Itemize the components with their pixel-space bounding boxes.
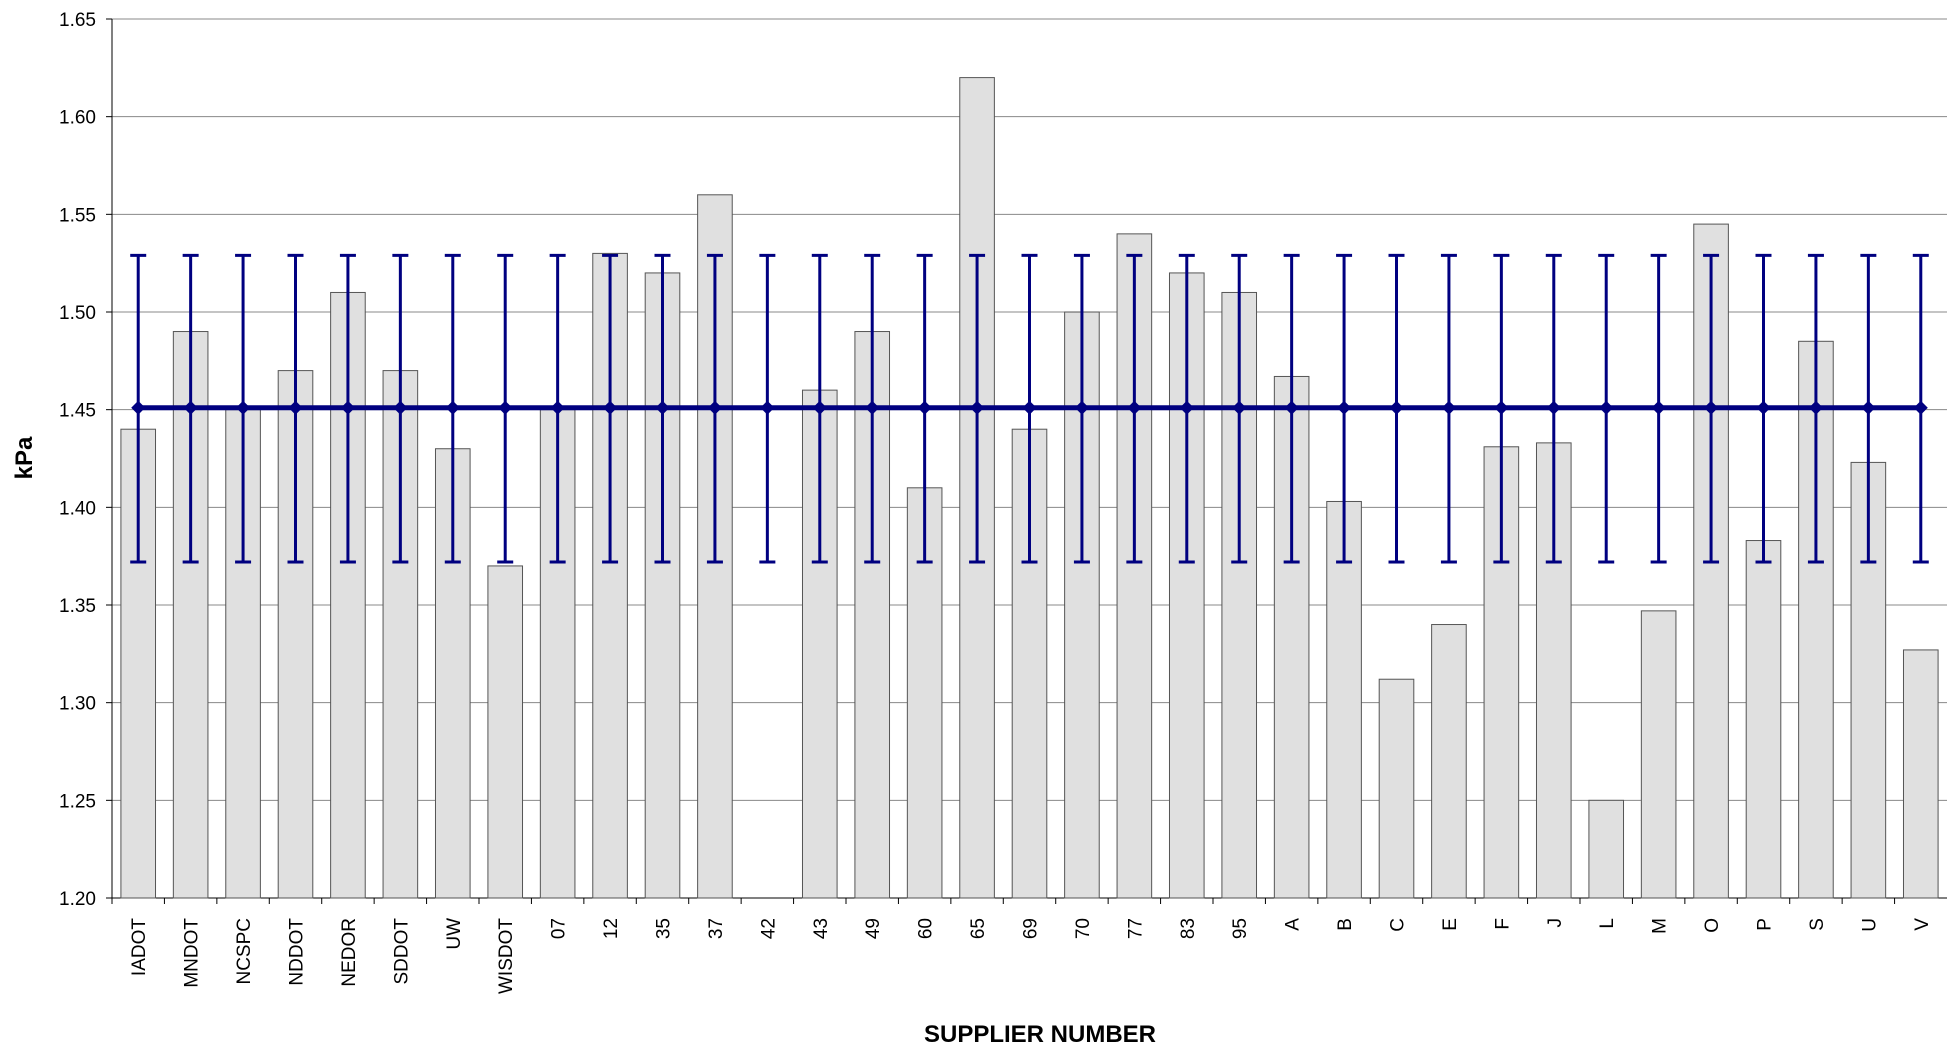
mean-marker — [865, 400, 880, 415]
y-tick-label: 1.35 — [59, 596, 96, 617]
bar — [1431, 624, 1467, 899]
mean-marker — [1494, 400, 1509, 415]
bar — [1640, 610, 1677, 899]
x-tick-label: SDDOT — [391, 918, 412, 985]
mean-marker — [1756, 400, 1771, 415]
bar — [1902, 649, 1939, 899]
x-tick-label: O — [1702, 918, 1723, 933]
mean-marker — [1808, 400, 1823, 415]
y-tick-label: 1.50 — [59, 303, 96, 324]
x-axis-label: SUPPLIER NUMBER — [924, 1021, 1156, 1047]
x-tick-label: J — [1545, 918, 1566, 928]
mean-marker — [1022, 400, 1037, 415]
mean-marker — [707, 400, 722, 415]
mean-marker — [1337, 400, 1352, 415]
mean-marker — [1546, 400, 1561, 415]
x-tick-label: 95 — [1230, 918, 1251, 939]
x-tick-label: UW — [444, 918, 465, 950]
x-tick-label: 42 — [758, 918, 779, 939]
x-tick-label: 65 — [968, 918, 989, 939]
mean-marker — [917, 400, 932, 415]
mean-marker — [970, 400, 985, 415]
x-tick-label: 07 — [549, 918, 570, 939]
x-tick-label: WISDOT — [496, 918, 517, 994]
x-tick-label: F — [1492, 918, 1513, 930]
x-tick-label: 77 — [1125, 918, 1146, 939]
x-tick-label: IADOT — [129, 918, 150, 976]
x-tick-label: 37 — [706, 918, 727, 939]
x-tick-label: 35 — [654, 918, 675, 939]
mean-marker — [1074, 400, 1089, 415]
y-tick-label: 1.30 — [59, 694, 96, 715]
mean-marker — [445, 400, 460, 415]
mean-marker — [760, 400, 775, 415]
mean-marker — [1232, 400, 1247, 415]
y-tick-label: 1.45 — [59, 401, 96, 422]
x-tick-label: A — [1283, 918, 1304, 931]
x-tick-label: V — [1912, 918, 1933, 931]
mean-marker — [1284, 400, 1299, 415]
x-tick-label: 70 — [1073, 918, 1094, 939]
mean-marker — [1441, 400, 1456, 415]
x-tick-label: C — [1388, 918, 1409, 932]
y-tick-label: 1.60 — [59, 108, 96, 129]
mean-marker — [1127, 400, 1142, 415]
x-tick-label: 43 — [811, 918, 832, 939]
y-tick-label: 1.20 — [59, 889, 96, 910]
mean-marker — [1913, 400, 1928, 415]
mean-marker — [812, 400, 827, 415]
x-tick-label: P — [1755, 918, 1776, 931]
x-tick-label: NEDOR — [339, 918, 360, 987]
mean-marker — [340, 400, 355, 415]
y-tick-label: 1.55 — [59, 205, 96, 226]
mean-marker — [1599, 400, 1614, 415]
x-tick-label: B — [1335, 918, 1356, 931]
mean-marker — [236, 400, 251, 415]
bar — [1588, 799, 1625, 899]
mean-marker — [1861, 400, 1876, 415]
bar — [487, 565, 524, 899]
mean-marker — [1704, 400, 1719, 415]
x-tick-label: NCSPC — [234, 918, 255, 985]
y-tick-label: 1.65 — [59, 10, 96, 31]
x-tick-label: 60 — [916, 918, 937, 939]
y-tick-label: 1.25 — [59, 791, 96, 812]
bar — [1745, 540, 1782, 899]
x-tick-label: 69 — [1021, 918, 1042, 939]
x-tick-label: 12 — [601, 918, 622, 939]
mean-marker — [655, 400, 670, 415]
x-tick-label: 49 — [863, 918, 884, 939]
mean-marker — [603, 400, 618, 415]
x-tick-label: NDDOT — [287, 918, 308, 986]
mean-marker — [183, 400, 198, 415]
y-tick-label: 1.40 — [59, 498, 96, 519]
x-tick-label: M — [1650, 918, 1671, 934]
mean-marker — [1651, 400, 1666, 415]
bar — [1378, 678, 1415, 899]
mean-marker — [393, 400, 408, 415]
x-tick-label: U — [1859, 918, 1880, 932]
bar — [1483, 446, 1520, 899]
y-axis-label: kPa — [11, 436, 38, 479]
mean-marker — [1179, 400, 1194, 415]
x-tick-label: MNDOT — [182, 918, 203, 988]
mean-marker — [1389, 400, 1404, 415]
mean-marker — [498, 400, 513, 415]
mean-marker — [131, 400, 146, 415]
mean-marker — [288, 400, 303, 415]
x-tick-label: S — [1807, 918, 1828, 931]
mean-marker — [550, 400, 565, 415]
x-tick-label: E — [1440, 918, 1461, 931]
x-tick-label: L — [1597, 918, 1618, 929]
x-tick-label: 83 — [1178, 918, 1199, 939]
